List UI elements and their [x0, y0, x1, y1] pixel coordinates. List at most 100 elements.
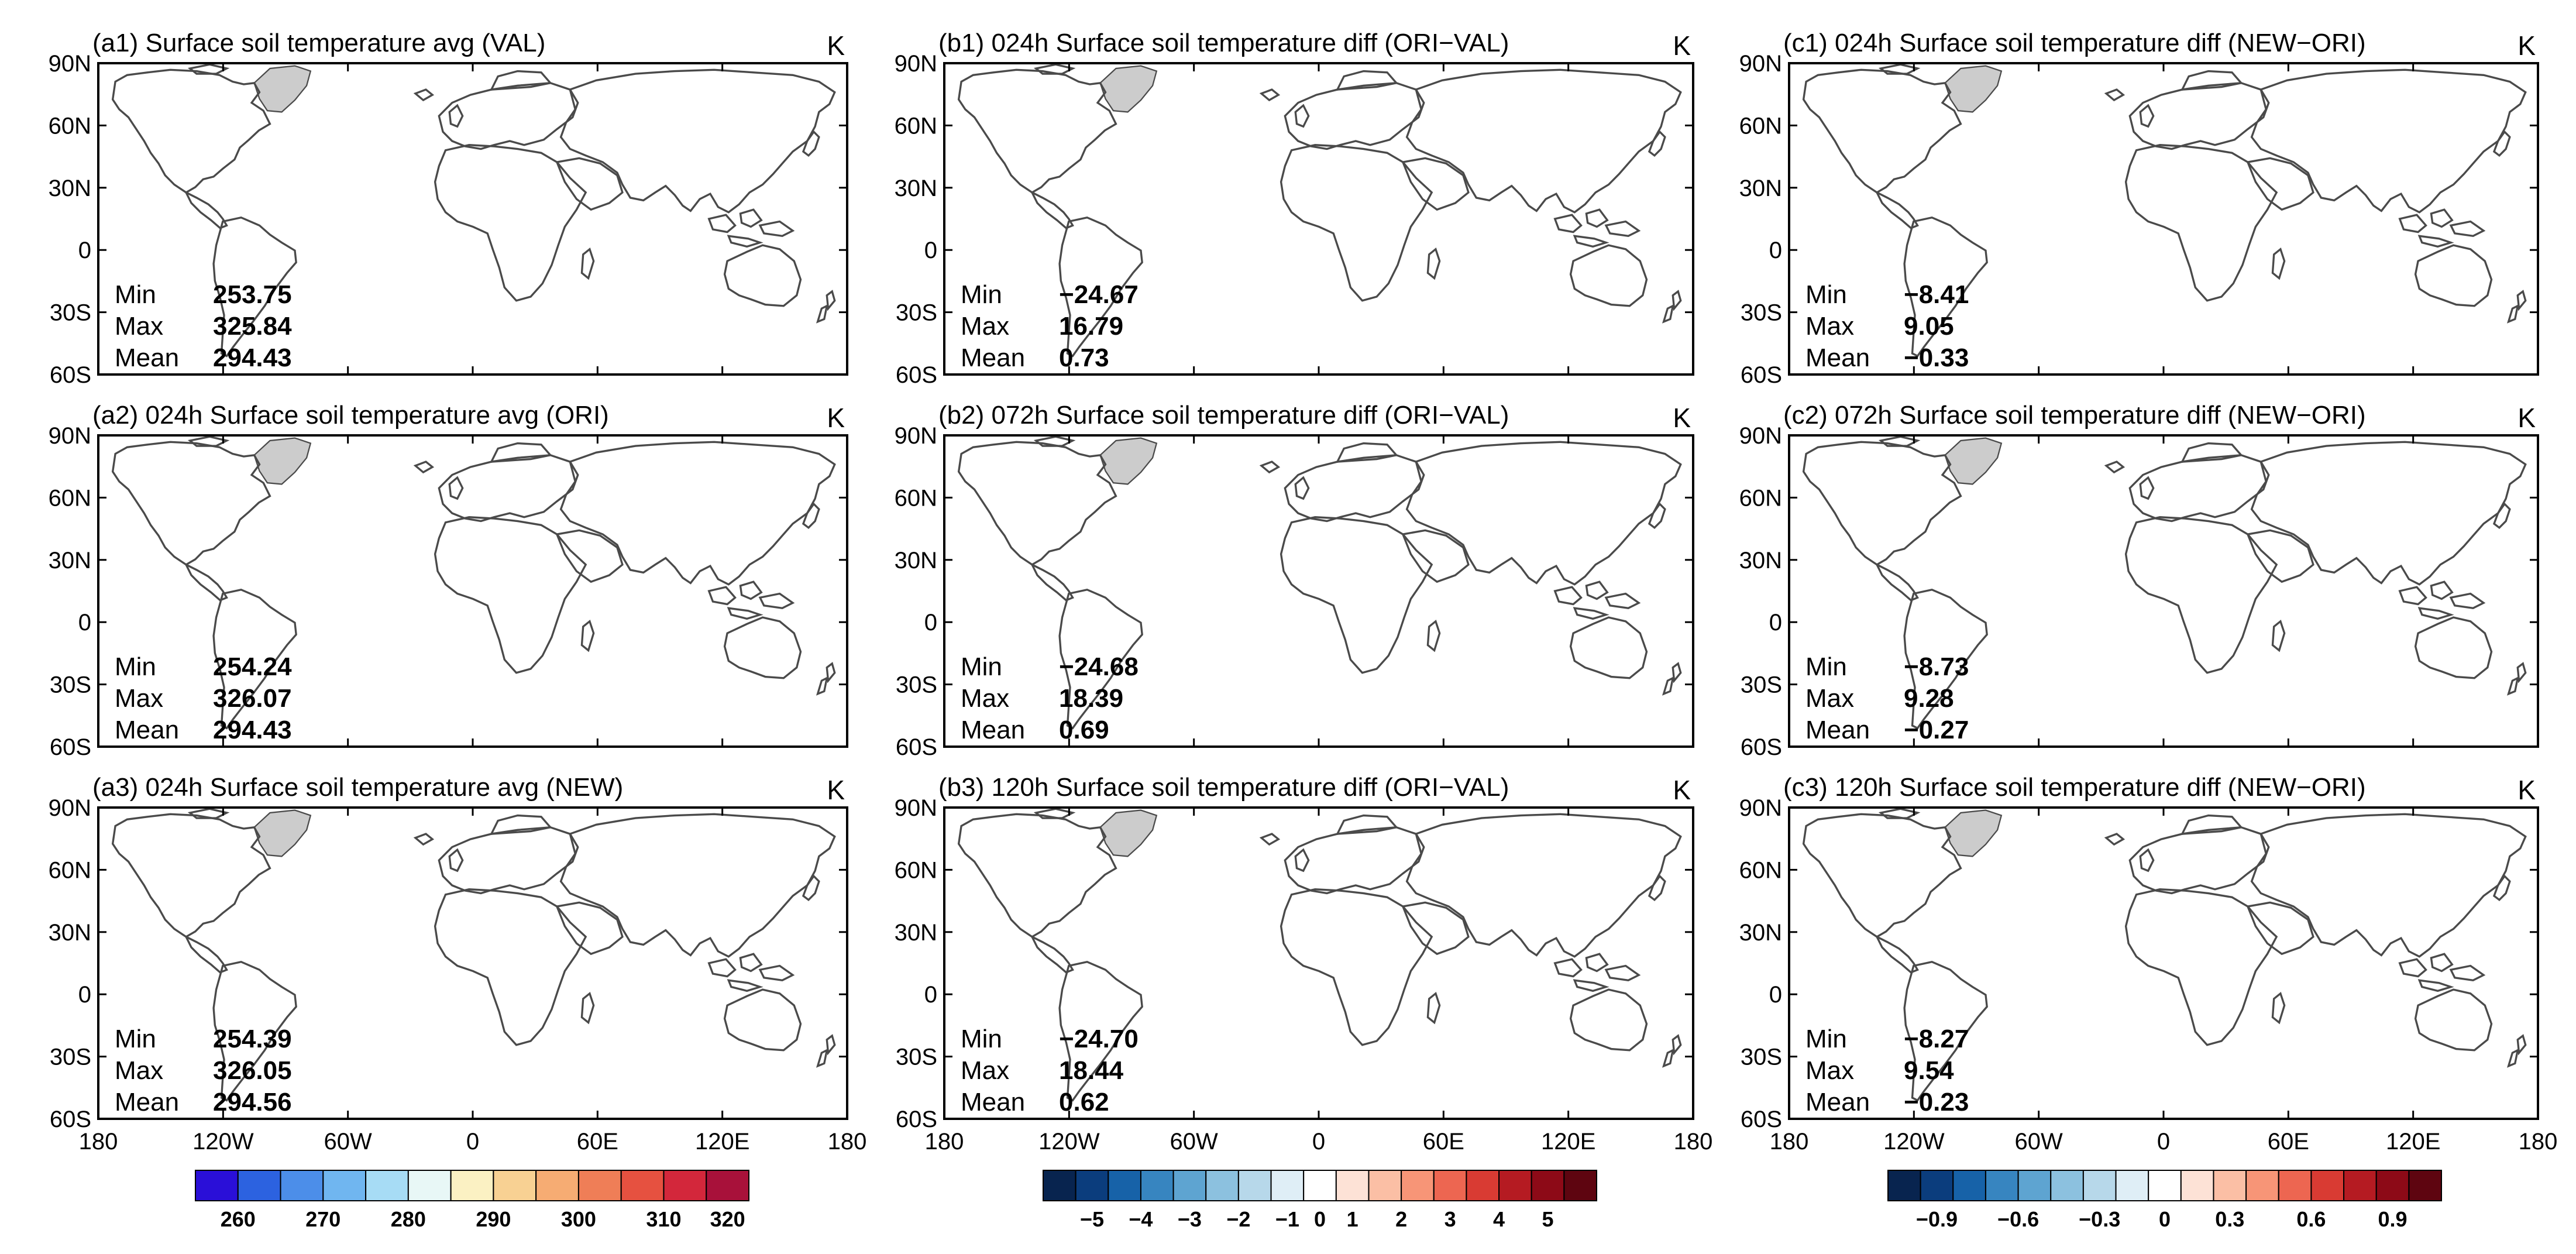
colorbar-box	[1076, 1170, 1109, 1201]
colorbar-box	[1986, 1170, 2018, 1201]
map-area	[98, 435, 848, 747]
stat-value-min: −8.27	[1904, 1025, 1969, 1053]
lat-tick-label: 0	[78, 238, 91, 263]
lat-tick-label: 60N	[49, 485, 91, 511]
colorbar-box	[2181, 1170, 2214, 1201]
stat-label-max: Max	[115, 312, 163, 341]
lat-tick-label: 60S	[50, 734, 91, 760]
lat-tick-label: 60S	[896, 362, 937, 388]
lat-tick-label: 60N	[49, 113, 91, 139]
stat-label-mean: Mean	[961, 343, 1025, 372]
stat-label-min: Min	[115, 652, 156, 681]
colorbar-label: 2	[1395, 1207, 1407, 1231]
colorbar-label: −5	[1080, 1207, 1104, 1231]
lat-tick-label: 30S	[50, 672, 91, 698]
lat-tick-label: 30N	[49, 920, 91, 946]
lat-tick-label: 60N	[1739, 485, 1782, 511]
lat-tick-label: 60S	[1741, 734, 1782, 760]
map-panel-a2: (a2) 024h Surface soil temperature avg (…	[49, 401, 848, 760]
colorbar-box	[2246, 1170, 2279, 1201]
colorbar-label: 320	[710, 1207, 745, 1231]
colorbar-box	[195, 1170, 238, 1201]
stat-label-min: Min	[1805, 652, 1847, 681]
colorbar-box	[1271, 1170, 1304, 1201]
lat-tick-label: 0	[924, 610, 937, 635]
stat-label-min: Min	[961, 1025, 1002, 1053]
lat-tick-label: 30N	[895, 920, 937, 946]
colorbar-label: 1	[1347, 1207, 1358, 1231]
lon-tick-label: 120W	[1883, 1129, 1945, 1155]
colorbar-box	[1466, 1170, 1499, 1201]
colorbar-box	[1043, 1170, 1076, 1201]
lat-tick-label: 30N	[1739, 548, 1782, 573]
colorbar-box	[621, 1170, 664, 1201]
lat-tick-label: 30S	[1741, 1045, 1782, 1070]
stat-value-mean: −0.27	[1904, 716, 1969, 744]
stat-value-mean: 294.43	[213, 343, 292, 372]
map-panel-a3: (a3) 024h Surface soil temperature avg (…	[49, 773, 867, 1155]
lon-tick-label: 180	[2519, 1129, 2558, 1155]
map-panel-b3: (b3) 120h Surface soil temperature diff …	[895, 773, 1713, 1155]
map-panel-c3: (c3) 120h Surface soil temperature diff …	[1739, 773, 2558, 1155]
colorbar-box	[2148, 1170, 2181, 1201]
panel-title: (c1) 024h Surface soil temperature diff …	[1783, 29, 2366, 57]
stat-label-mean: Mean	[115, 1088, 179, 1116]
lat-tick-label: 90N	[1739, 423, 1782, 449]
stat-label-max: Max	[961, 684, 1009, 713]
stat-value-min: 253.75	[213, 280, 292, 309]
stat-value-mean: −0.33	[1904, 343, 1969, 372]
lon-tick-label: 120W	[1038, 1129, 1100, 1155]
lat-tick-label: 90N	[49, 795, 91, 821]
stat-value-max: 16.79	[1059, 312, 1123, 341]
colorbar-label: 5	[1542, 1207, 1554, 1231]
colorbar-box	[2051, 1170, 2083, 1201]
lat-tick-label: 60N	[49, 857, 91, 883]
lat-tick-label: 30N	[895, 176, 937, 201]
unit-label: K	[2517, 403, 2536, 433]
colorbar-box	[2344, 1170, 2376, 1201]
stat-value-min: 254.39	[213, 1025, 292, 1053]
lat-tick-label: 60N	[1739, 113, 1782, 139]
stat-value-max: 18.44	[1059, 1056, 1124, 1085]
lat-tick-label: 60S	[896, 734, 937, 760]
colorbar-box	[1108, 1170, 1141, 1201]
colorbar-label: −1	[1275, 1207, 1299, 1231]
lon-tick-label: 120E	[2386, 1129, 2440, 1155]
colorbar-box	[238, 1170, 281, 1201]
colorbar-box	[1174, 1170, 1206, 1201]
lon-tick-label: 60W	[2015, 1129, 2063, 1155]
colorbar-box	[1434, 1170, 1467, 1201]
colorbar-box	[1239, 1170, 1271, 1201]
map-area	[1789, 435, 2539, 747]
map-area	[1789, 808, 2539, 1119]
stat-label-max: Max	[1805, 684, 1854, 713]
lat-tick-label: 30S	[896, 1045, 937, 1070]
lon-tick-label: 0	[2157, 1129, 2170, 1155]
stat-value-min: −24.70	[1059, 1025, 1139, 1053]
stat-value-min: −8.41	[1904, 280, 1969, 309]
stat-value-mean: 294.43	[213, 716, 292, 744]
colorbar-box	[1336, 1170, 1369, 1201]
stat-label-max: Max	[115, 1056, 163, 1085]
lat-tick-label: 0	[924, 238, 937, 263]
colorbar-box	[1368, 1170, 1401, 1201]
stat-label-max: Max	[961, 312, 1009, 341]
lat-tick-label: 90N	[895, 423, 937, 449]
colorbar-box	[2279, 1170, 2312, 1201]
colorbar-label: −0.6	[1997, 1207, 2039, 1231]
stat-label-min: Min	[115, 280, 156, 309]
lat-tick-label: 90N	[1739, 51, 1782, 77]
lat-tick-label: 30S	[50, 300, 91, 326]
colorbar-box	[451, 1170, 494, 1201]
lat-tick-label: 90N	[895, 795, 937, 821]
unit-label: K	[1673, 30, 1691, 61]
lon-tick-label: 180	[828, 1129, 867, 1155]
lat-tick-label: 60N	[895, 485, 937, 511]
colorbar-label: 280	[391, 1207, 426, 1231]
colorbar-box	[1532, 1170, 1564, 1201]
lat-tick-label: 0	[78, 610, 91, 635]
colorbar-box	[2213, 1170, 2246, 1201]
stat-label-mean: Mean	[961, 716, 1025, 744]
colorbar-box	[323, 1170, 366, 1201]
